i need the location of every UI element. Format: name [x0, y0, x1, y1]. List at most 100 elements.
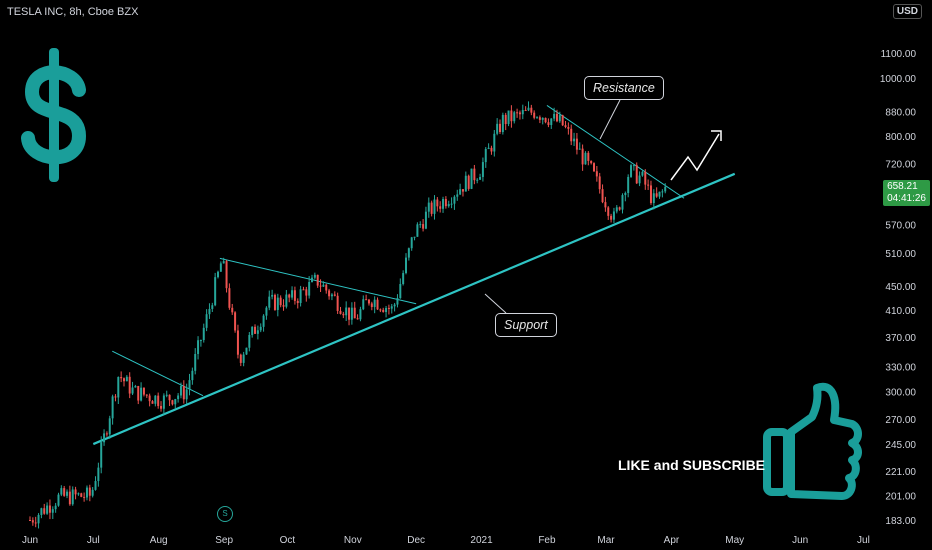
candle-body [256, 330, 259, 334]
x-tick-label: Oct [280, 535, 296, 546]
candle-body [410, 237, 413, 249]
candle-body [268, 296, 271, 308]
candle-body [148, 395, 151, 402]
candle-body [493, 133, 496, 152]
candle-body [245, 347, 248, 355]
x-tick-label: Jul [857, 535, 870, 546]
candle-body [593, 163, 596, 172]
candle-body [214, 277, 217, 306]
y-tick-label: 410.00 [885, 306, 916, 317]
candle-body [199, 340, 202, 342]
candle-body [644, 171, 647, 185]
support-trendline[interactable] [92, 172, 736, 446]
candle-body [236, 330, 239, 355]
candle-body [484, 148, 487, 163]
candle-body [527, 107, 530, 111]
candle-body [367, 299, 370, 304]
candle-body [100, 442, 103, 468]
candle-body [339, 310, 342, 314]
candle-body [461, 189, 464, 192]
candle-body [273, 294, 276, 310]
candle-body [442, 199, 445, 209]
last-price-value: 658.21 [887, 181, 918, 192]
candle-body [282, 305, 285, 307]
candle-body [621, 195, 624, 210]
candle-body [641, 171, 644, 176]
x-tick-label: Dec [407, 535, 425, 546]
candle-body [293, 290, 296, 301]
candle-body [120, 377, 123, 379]
y-tick-label: 510.00 [885, 249, 916, 260]
y-tick-label: 1100.00 [881, 49, 917, 60]
candle-body [311, 277, 314, 283]
candle-body [573, 138, 576, 142]
candle-body [618, 207, 621, 210]
candle-body [123, 378, 126, 382]
candle-body [541, 117, 544, 120]
y-tick-label: 221.00 [885, 467, 916, 478]
y-tick-label: 450.00 [885, 282, 916, 293]
candle-body [288, 294, 291, 298]
candle-body [536, 117, 539, 119]
candle-body [365, 299, 368, 301]
candle-body [439, 206, 442, 209]
candle-body [68, 491, 71, 505]
candle-body [518, 112, 521, 115]
arrow-head [711, 130, 722, 141]
candle-body [302, 289, 305, 291]
candle-body [43, 508, 46, 514]
candle-body [521, 110, 524, 115]
candle-body [510, 110, 513, 122]
candle-body [658, 191, 661, 197]
candle-body [296, 300, 299, 304]
candle-body [182, 386, 185, 400]
candle-body [373, 299, 376, 307]
candle-body [108, 418, 111, 435]
candle-body [664, 186, 667, 192]
candle-body [316, 274, 319, 286]
candle-body [501, 114, 504, 133]
candle-body [578, 148, 581, 150]
candle-body [151, 401, 154, 404]
candle-body [71, 489, 74, 505]
candle-body [513, 112, 516, 122]
candle-body [94, 481, 97, 490]
candle-body [567, 126, 570, 129]
candle-body [66, 491, 69, 496]
y-tick-label: 880.00 [885, 107, 916, 118]
currency-button[interactable]: USD [892, 4, 922, 19]
x-tick-label: Mar [597, 535, 615, 546]
candle-body [661, 191, 664, 193]
split-event-badge[interactable]: S [217, 506, 233, 522]
candle-body [239, 354, 242, 363]
candle-body [430, 202, 433, 214]
candle-body [570, 128, 573, 142]
resistance-pointer [599, 99, 621, 140]
candle-body [51, 509, 54, 513]
candle-body [254, 326, 257, 334]
x-tick-label: Feb [538, 535, 556, 546]
candle-body [40, 508, 43, 515]
candle-body [217, 271, 220, 278]
candle-body [464, 175, 467, 192]
candle-body [231, 307, 234, 313]
candle-body [162, 395, 165, 409]
y-tick-label: 270.00 [885, 415, 916, 426]
triangle-1-trendline[interactable] [112, 350, 204, 397]
candle-body [635, 165, 638, 184]
candle-body [234, 312, 237, 331]
candle-body [348, 307, 351, 320]
candle-body [105, 433, 108, 435]
candle-body [313, 274, 316, 278]
candle-body [393, 304, 396, 307]
candle-body [48, 505, 51, 513]
candle-body [83, 496, 86, 498]
candle-body [228, 288, 231, 308]
candle-body [575, 138, 578, 150]
candle-body [208, 308, 211, 315]
resistance-trendline[interactable] [546, 105, 685, 199]
candle-body [342, 313, 345, 316]
candle-body [610, 215, 613, 220]
